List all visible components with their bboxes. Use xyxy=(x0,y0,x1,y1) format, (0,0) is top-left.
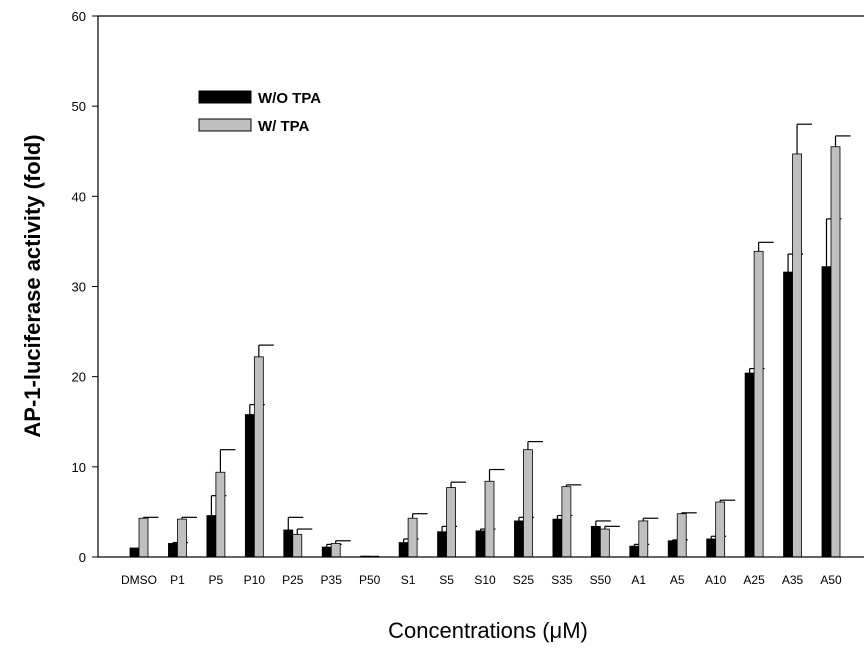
x-tick-label: S50 xyxy=(590,573,612,587)
bar-w-tpa xyxy=(792,153,802,558)
bar-wo-tpa xyxy=(437,531,447,558)
bar-w-tpa xyxy=(253,356,264,558)
x-tick-label: P1 xyxy=(170,573,185,587)
bar-wo-tpa xyxy=(168,543,178,558)
bar-w-tpa xyxy=(715,501,726,558)
bar-w-tpa xyxy=(638,520,649,558)
bar-w-tpa xyxy=(753,250,764,558)
bar-wo-tpa xyxy=(706,538,717,558)
bar-wo-tpa xyxy=(590,525,601,558)
bar-w-tpa xyxy=(138,517,149,558)
y-tick-label: 50 xyxy=(72,99,86,114)
bar-wo-tpa xyxy=(321,546,332,558)
bar-wo-tpa xyxy=(744,372,755,558)
x-tick-label: P50 xyxy=(359,573,381,587)
bar-w-tpa xyxy=(330,543,341,558)
bar-w-tpa xyxy=(215,471,226,558)
bar-w-tpa xyxy=(561,486,572,558)
y-axis-title: AP-1-luciferase activity (fold) xyxy=(20,134,45,437)
bar-w-tpa xyxy=(484,480,495,558)
x-tick-label: S1 xyxy=(401,573,416,587)
bar-w-tpa xyxy=(407,517,418,558)
bar-wo-tpa xyxy=(783,271,793,558)
x-axis-category-labels: DMSO P1 P5 P10 P25 P35 P50 S1 S5 S10 S25 S35 S50 A1 A5… xyxy=(121,573,842,587)
bar-wo-tpa xyxy=(475,530,486,558)
y-tick-label: 30 xyxy=(72,280,86,295)
legend-swatch-wo-tpa xyxy=(198,90,252,104)
bar-wo-tpa xyxy=(552,518,563,558)
bar-w-tpa xyxy=(446,487,456,558)
bar-wo-tpa xyxy=(206,515,217,558)
y-axis-ticks: 0 10 20 30 40 50 60 xyxy=(72,9,98,565)
x-tick-label: A1 xyxy=(631,573,646,587)
x-tick-label: S10 xyxy=(474,573,496,587)
x-tick-label: A35 xyxy=(782,573,804,587)
y-tick-label: 60 xyxy=(72,9,86,24)
x-axis-title: Concentrations (μM) xyxy=(388,618,588,643)
bar-wo-tpa xyxy=(821,266,832,558)
bar-wo-tpa xyxy=(244,414,255,558)
bar-wo-tpa xyxy=(667,540,678,558)
bar-wo-tpa xyxy=(283,529,294,558)
y-tick-label: 10 xyxy=(72,460,86,475)
x-tick-label: A25 xyxy=(743,573,765,587)
bar-w-tpa xyxy=(177,518,187,558)
x-tick-label: A50 xyxy=(820,573,842,587)
x-tick-label: S25 xyxy=(513,573,535,587)
bar-w-tpa xyxy=(599,528,610,558)
x-tick-label: P10 xyxy=(244,573,266,587)
bar-wo-tpa xyxy=(129,547,140,558)
y-tick-label: 20 xyxy=(72,370,86,385)
plot-frame xyxy=(97,15,864,558)
y-tick-label: 0 xyxy=(79,550,86,565)
x-tick-label: P35 xyxy=(321,573,343,587)
x-tick-label: P5 xyxy=(209,573,224,587)
x-tick-label: DMSO xyxy=(121,573,157,587)
x-tick-label: P25 xyxy=(282,573,304,587)
bar-w-tpa xyxy=(523,449,533,558)
bar-w-tpa xyxy=(292,534,303,558)
legend-label-wo-tpa: W/O TPA xyxy=(258,90,321,107)
y-tick-label: 40 xyxy=(72,189,86,204)
bar-wo-tpa xyxy=(514,520,524,558)
x-tick-label: S5 xyxy=(439,573,454,587)
legend: W/O TPA W/ TPA xyxy=(198,90,321,135)
bar-w-tpa xyxy=(830,146,841,558)
legend-swatch-w-tpa xyxy=(198,118,252,132)
bars xyxy=(129,123,851,558)
x-tick-label: A10 xyxy=(705,573,727,587)
bar-wo-tpa xyxy=(398,542,409,558)
x-tick-label: S35 xyxy=(551,573,573,587)
x-tick-label: A5 xyxy=(670,573,685,587)
legend-label-w-tpa: W/ TPA xyxy=(258,118,310,135)
bar-w-tpa xyxy=(676,513,687,558)
bar-wo-tpa xyxy=(629,545,640,558)
